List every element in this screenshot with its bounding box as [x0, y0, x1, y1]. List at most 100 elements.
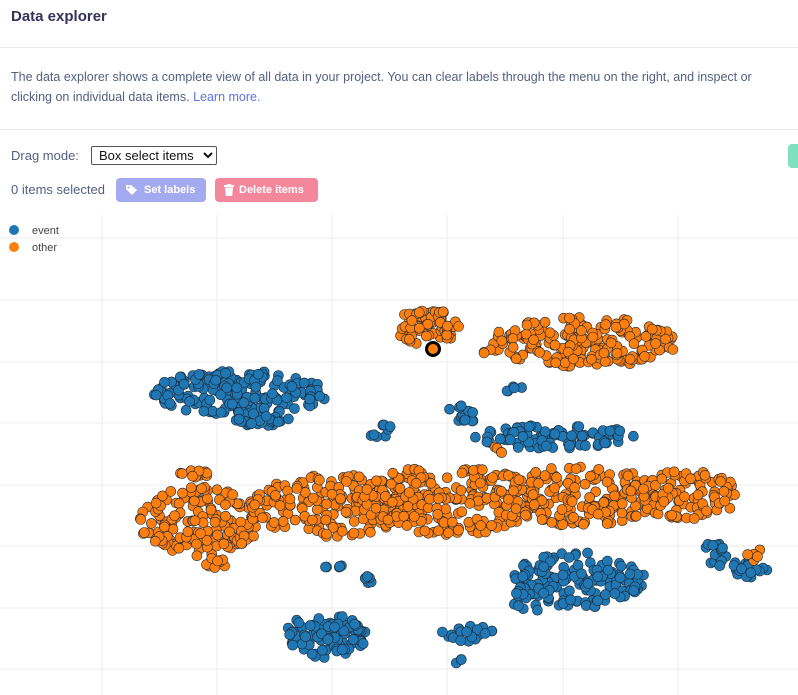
data-point-event[interactable]: [549, 428, 561, 440]
data-point-other[interactable]: [477, 464, 488, 476]
data-point-event[interactable]: [281, 392, 292, 404]
data-point-other[interactable]: [625, 485, 637, 497]
data-point-other[interactable]: [551, 472, 562, 483]
data-point-other[interactable]: [564, 312, 575, 324]
data-point-other[interactable]: [437, 306, 449, 318]
data-point-other[interactable]: [443, 527, 454, 539]
data-point-other[interactable]: [191, 550, 203, 562]
data-point-other[interactable]: [398, 510, 410, 522]
data-point-other[interactable]: [307, 492, 319, 504]
data-point-event[interactable]: [164, 398, 176, 409]
data-point-other[interactable]: [688, 513, 700, 524]
data-point-other[interactable]: [348, 516, 360, 527]
learn-more-link[interactable]: Learn more.: [193, 90, 261, 104]
data-point-other[interactable]: [724, 502, 736, 514]
data-point-event[interactable]: [266, 388, 278, 400]
data-point-other[interactable]: [146, 518, 157, 529]
data-point-other[interactable]: [456, 506, 468, 518]
data-point-other[interactable]: [586, 353, 597, 365]
data-point-other[interactable]: [387, 467, 399, 479]
data-point-other[interactable]: [566, 496, 578, 507]
data-point-other[interactable]: [527, 489, 539, 500]
data-point-other[interactable]: [321, 498, 332, 510]
data-point-other[interactable]: [173, 542, 185, 554]
data-point-other[interactable]: [570, 463, 582, 475]
data-point-event[interactable]: [272, 416, 284, 428]
data-point-other[interactable]: [311, 504, 323, 515]
data-point-other[interactable]: [658, 496, 670, 507]
data-point-other[interactable]: [187, 470, 198, 482]
data-point-other[interactable]: [546, 463, 557, 474]
data-point-other[interactable]: [277, 516, 289, 527]
data-point-other[interactable]: [496, 447, 507, 458]
data-point-other[interactable]: [404, 487, 415, 498]
data-point-event[interactable]: [504, 434, 516, 446]
data-point-other[interactable]: [205, 504, 217, 516]
right-action-button[interactable]: [788, 144, 798, 168]
data-point-other[interactable]: [593, 464, 605, 475]
data-point-other[interactable]: [189, 495, 200, 507]
data-point-other[interactable]: [212, 555, 223, 567]
data-point-other[interactable]: [139, 527, 150, 538]
data-point-other[interactable]: [385, 478, 397, 490]
data-point-event[interactable]: [184, 396, 195, 407]
data-point-event[interactable]: [479, 628, 491, 639]
data-point-other[interactable]: [150, 535, 161, 547]
data-point-event[interactable]: [249, 392, 261, 404]
data-point-other[interactable]: [600, 319, 612, 330]
data-point-other[interactable]: [321, 528, 332, 540]
data-point-event[interactable]: [286, 381, 298, 392]
data-point-other[interactable]: [601, 476, 613, 488]
data-point-other[interactable]: [502, 470, 514, 481]
data-point-other[interactable]: [592, 508, 604, 520]
data-point-other[interactable]: [549, 339, 561, 351]
data-point-event[interactable]: [461, 626, 473, 638]
data-point-other[interactable]: [510, 353, 522, 365]
data-point-other[interactable]: [341, 476, 352, 487]
data-point-event[interactable]: [284, 629, 296, 641]
data-point-event[interactable]: [238, 397, 250, 409]
data-point-other[interactable]: [218, 538, 230, 550]
data-point-event[interactable]: [444, 403, 455, 415]
data-point-event[interactable]: [580, 440, 591, 452]
data-point-other[interactable]: [639, 351, 650, 362]
data-point-other[interactable]: [320, 514, 332, 526]
data-point-other[interactable]: [424, 493, 436, 505]
data-point-other[interactable]: [419, 525, 431, 537]
data-point-event[interactable]: [220, 367, 231, 379]
data-point-event[interactable]: [576, 430, 588, 442]
data-point-other[interactable]: [610, 321, 622, 333]
data-point-other[interactable]: [510, 503, 522, 515]
data-point-event[interactable]: [198, 405, 210, 417]
data-point-other[interactable]: [382, 514, 394, 526]
data-point-other[interactable]: [413, 322, 425, 334]
data-point-other[interactable]: [307, 514, 318, 526]
data-point-event[interactable]: [180, 404, 192, 416]
data-point-other[interactable]: [150, 497, 162, 509]
data-point-other[interactable]: [456, 467, 468, 479]
data-point-other[interactable]: [475, 477, 486, 489]
data-point-other[interactable]: [249, 499, 260, 511]
data-point-other[interactable]: [406, 315, 418, 326]
data-point-other[interactable]: [530, 466, 542, 478]
data-point-other[interactable]: [403, 333, 415, 345]
data-point-event[interactable]: [221, 382, 233, 394]
data-point-other[interactable]: [453, 321, 464, 332]
data-point-other[interactable]: [370, 502, 382, 514]
data-point-other[interactable]: [557, 519, 569, 530]
data-point-event[interactable]: [467, 407, 479, 418]
data-point-event[interactable]: [599, 437, 611, 449]
data-point-other[interactable]: [195, 528, 206, 539]
data-point-other[interactable]: [464, 498, 476, 509]
scatter-plot[interactable]: event other: [0, 215, 798, 695]
data-point-event[interactable]: [602, 555, 613, 567]
data-point-other[interactable]: [268, 517, 280, 528]
data-point-event[interactable]: [517, 431, 529, 442]
data-point-other[interactable]: [528, 334, 540, 346]
data-point-event[interactable]: [538, 561, 550, 573]
data-point-event[interactable]: [563, 552, 575, 563]
data-point-event[interactable]: [304, 620, 316, 631]
data-point-other[interactable]: [579, 478, 591, 490]
data-point-other[interactable]: [549, 482, 560, 494]
data-point-other[interactable]: [507, 333, 519, 344]
